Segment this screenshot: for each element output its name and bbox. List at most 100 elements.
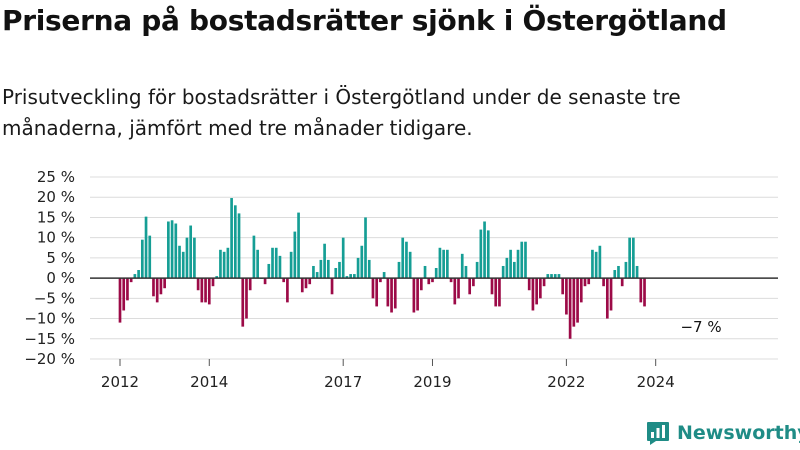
bar (416, 278, 419, 311)
y-tick-label: 20 % (37, 188, 75, 206)
bar (617, 265, 620, 279)
page-subtitle: Prisutveckling för bostadsrätter i Öster… (2, 85, 681, 140)
bar (286, 278, 289, 303)
bar (371, 278, 375, 299)
x-tick-label: 2012 (101, 373, 139, 391)
bar (535, 278, 538, 305)
bar (486, 230, 490, 279)
bar (427, 278, 431, 285)
bar (598, 245, 602, 279)
y-tick-label: 5 % (46, 249, 75, 267)
bar (282, 278, 286, 283)
bar (196, 278, 200, 291)
bar (643, 278, 646, 307)
bar (189, 225, 193, 279)
bar (635, 265, 639, 279)
x-tick-label: 2022 (547, 373, 585, 391)
bar (553, 274, 557, 279)
bar (468, 278, 472, 295)
bar (356, 257, 360, 279)
bar (460, 253, 464, 279)
bar (297, 212, 300, 279)
axis-layer: 25 % 20 % 15 % 10 % 5 % 0 % −5 % −10 % −15 % −20 … (24, 168, 778, 391)
bar (442, 249, 445, 279)
bar (379, 278, 382, 283)
bar (148, 235, 152, 279)
bar (152, 278, 155, 297)
bar (367, 259, 371, 279)
bar (349, 274, 352, 279)
bar (215, 276, 219, 279)
bar (565, 278, 568, 315)
bar (185, 237, 189, 279)
bar (382, 272, 386, 279)
bar (353, 274, 356, 279)
bar (345, 276, 349, 279)
x-tick-label: 2014 (190, 373, 228, 391)
bar (579, 278, 583, 303)
bar (330, 278, 334, 295)
brand-logo: Newsworthy (645, 420, 800, 446)
bar (237, 213, 241, 279)
bar (561, 278, 565, 295)
bar (230, 198, 233, 279)
bar (118, 278, 122, 323)
bar (267, 263, 271, 279)
bar (334, 268, 338, 279)
bar (576, 278, 579, 323)
bar (338, 261, 341, 279)
x-tick-label: 2024 (637, 373, 675, 391)
bar (527, 278, 531, 291)
bar (464, 265, 468, 279)
bar (245, 278, 248, 319)
bar (609, 278, 613, 311)
bar (620, 278, 624, 287)
bar (572, 278, 576, 327)
bar (505, 257, 509, 279)
bar (207, 278, 211, 305)
bar (386, 278, 390, 307)
bar (479, 229, 483, 279)
bar (133, 274, 137, 279)
bar (159, 278, 163, 295)
bar (431, 278, 434, 283)
bar (271, 247, 274, 279)
bar (446, 249, 449, 279)
bar (509, 249, 512, 279)
bar (434, 268, 438, 279)
x-tick-label: 2017 (324, 373, 362, 391)
bar (181, 251, 185, 279)
bar (308, 278, 312, 285)
bar (137, 270, 140, 279)
y-tick-label: 25 % (37, 168, 75, 186)
bar (587, 278, 591, 285)
bar (449, 278, 453, 283)
bar (222, 251, 226, 279)
bar (341, 237, 345, 279)
bar (613, 270, 617, 279)
y-tick-label: −10 % (24, 310, 75, 328)
bar (252, 235, 256, 279)
bar (122, 278, 126, 311)
bar (304, 278, 308, 289)
last-value-annotation: −7 % (680, 318, 721, 336)
bar (144, 216, 148, 279)
bar (591, 249, 594, 279)
bar (568, 278, 572, 339)
bar (550, 274, 553, 279)
bar (628, 237, 631, 279)
bar (498, 278, 501, 307)
bar (412, 278, 416, 313)
bar (405, 241, 408, 279)
y-tick-label: −5 % (34, 289, 75, 307)
bar (397, 261, 401, 279)
bar (583, 278, 587, 287)
bar (140, 239, 144, 279)
bar (524, 241, 527, 279)
y-tick-label: 10 % (37, 229, 75, 247)
bar (155, 278, 159, 303)
bar (512, 261, 516, 279)
bar (326, 259, 330, 279)
page-title: Priserna på bostadsrätter sjönk i Österg… (2, 4, 727, 37)
